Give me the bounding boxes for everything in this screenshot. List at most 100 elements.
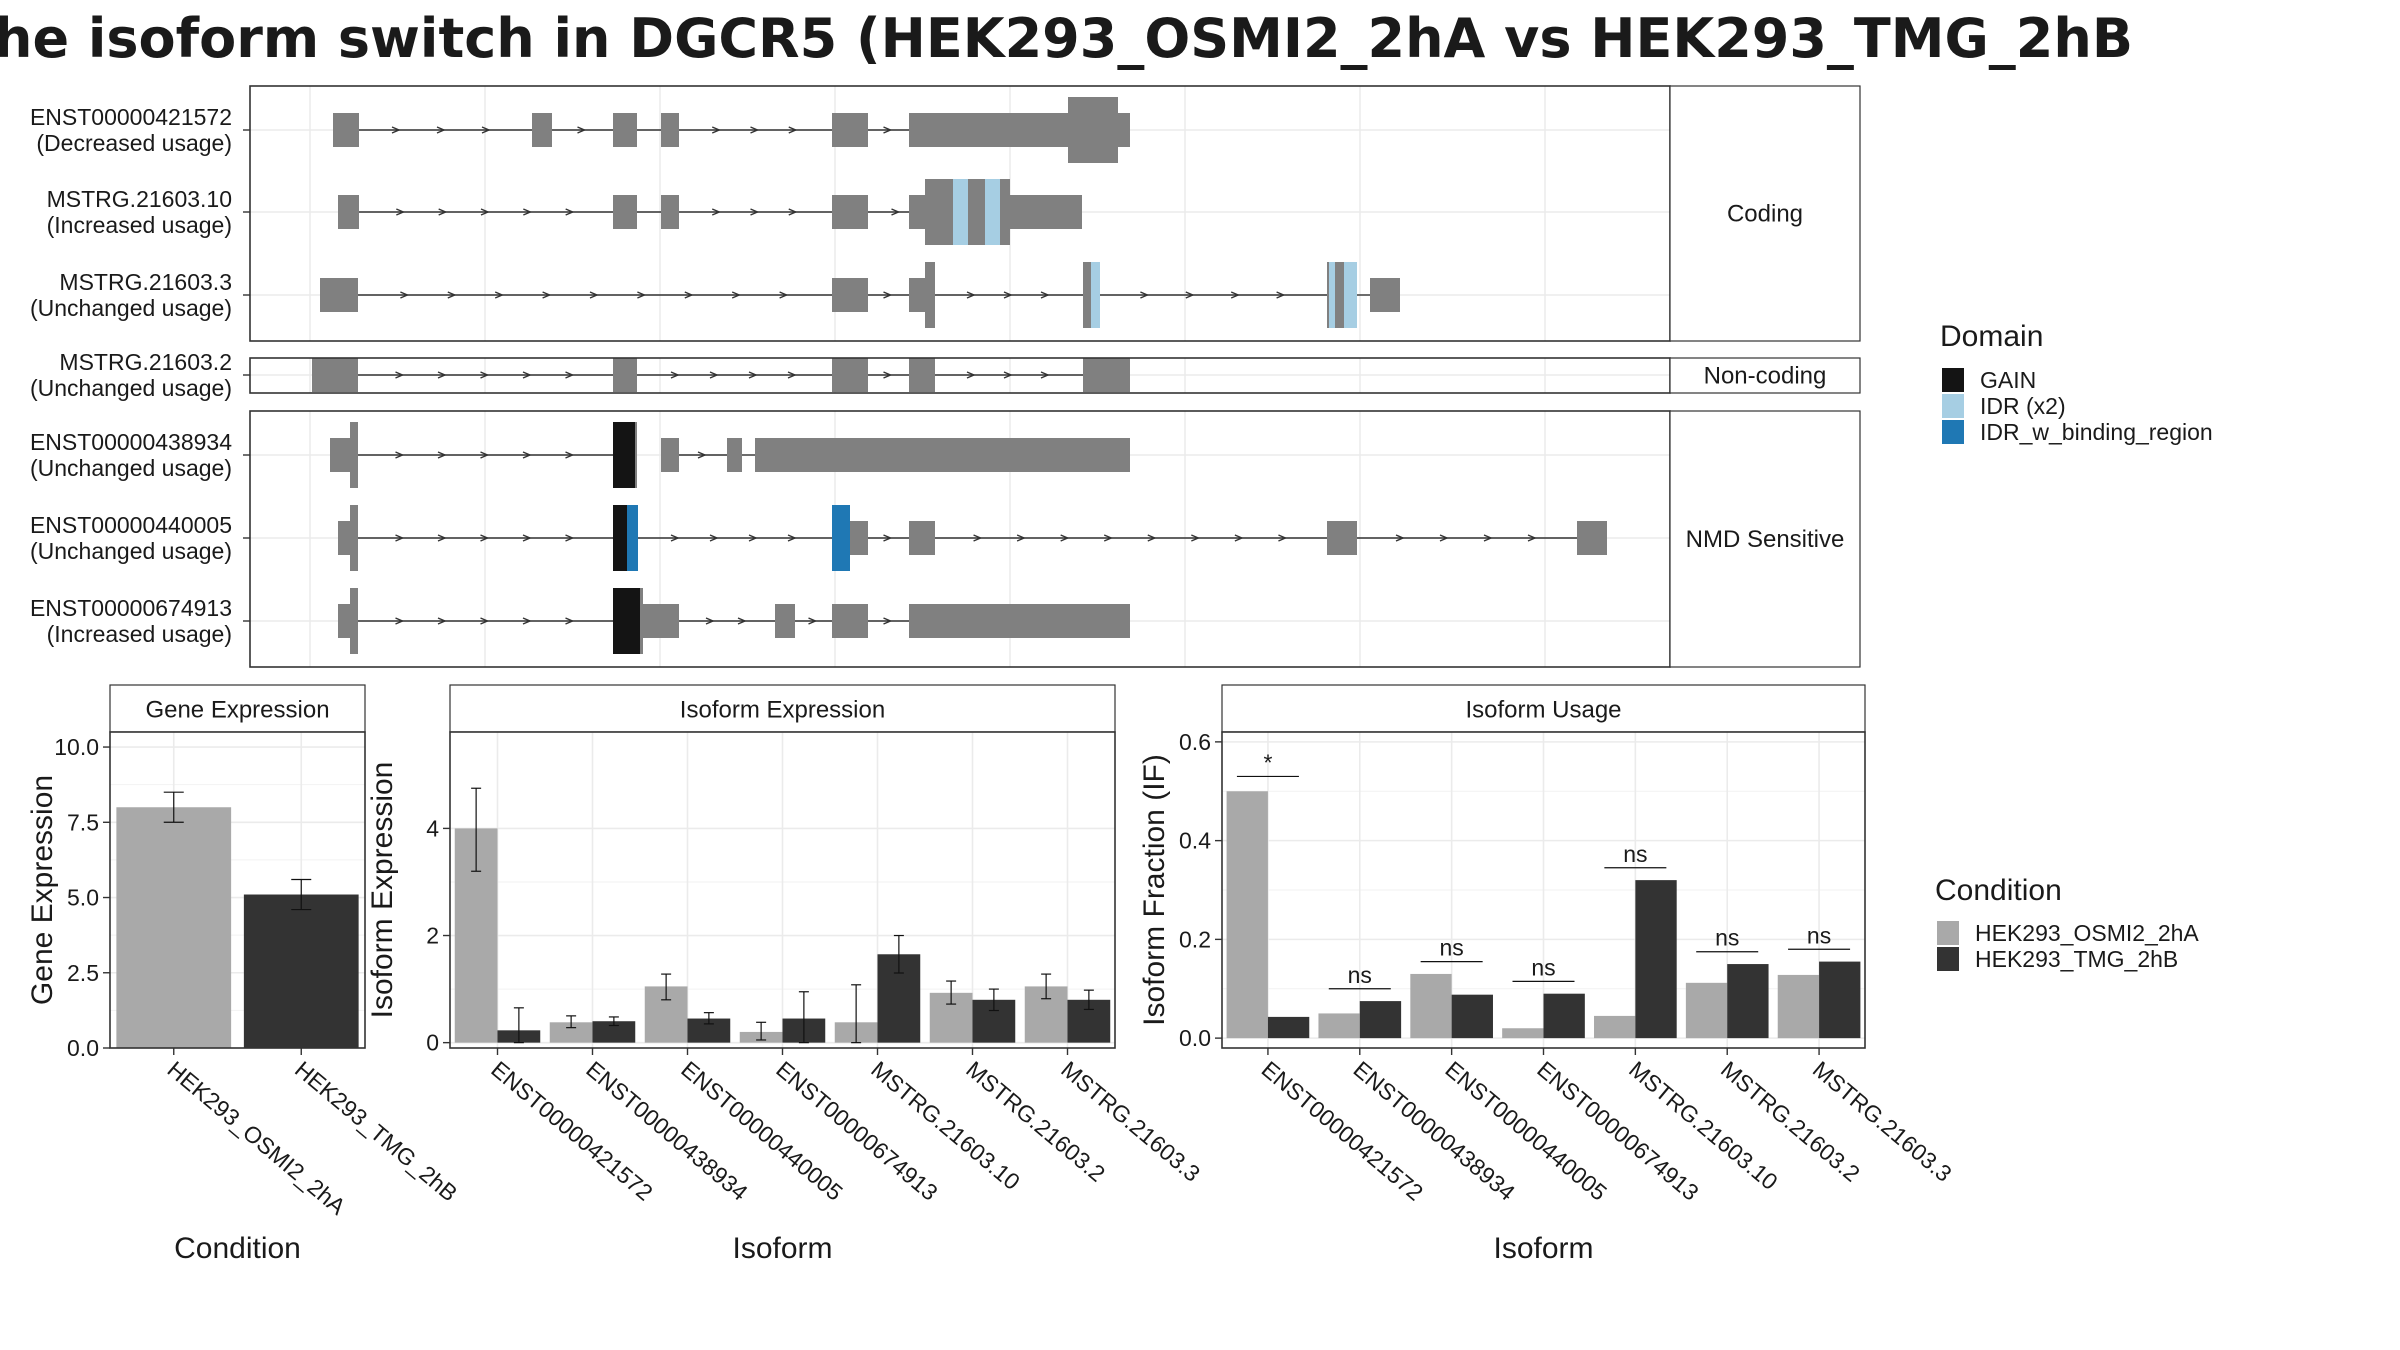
exon-block xyxy=(635,422,637,488)
bar-HEK293_TMG_2hB-ENST00000438934 xyxy=(592,1021,636,1043)
transcript-usage-label: (Unchanged usage) xyxy=(30,375,232,401)
panel-strip-label: Isoform Expression xyxy=(680,697,885,724)
intron-arrow xyxy=(779,291,789,299)
panel-strip-label: Isoform Usage xyxy=(1465,697,1621,724)
exon-block xyxy=(333,113,359,147)
exon-block xyxy=(613,358,637,392)
bar-HEK293_TMG_2hB-MSTRG.21603.2 xyxy=(1727,964,1769,1039)
structure-facet-coding: ENST00000421572(Decreased usage) MSTRG.21… xyxy=(30,85,1861,342)
exon-block xyxy=(909,113,1068,147)
exon-block xyxy=(312,358,358,392)
intron-arrow xyxy=(808,617,818,625)
condition-legend-swatch xyxy=(1937,947,1959,971)
y-tick-label: 4 xyxy=(426,815,439,841)
intron-arrow xyxy=(480,617,490,625)
transcript-usage-label: (Increased usage) xyxy=(47,212,232,238)
intron-arrow xyxy=(711,126,722,134)
exon-block xyxy=(909,358,935,392)
intron-arrow xyxy=(480,534,490,542)
facet-strip xyxy=(1669,357,1861,394)
y-tick-label: 0.2 xyxy=(1179,926,1211,952)
transcript-usage-label: (Decreased usage) xyxy=(36,130,232,156)
exon-block xyxy=(832,358,868,392)
intron-arrow xyxy=(1003,371,1013,379)
intron-arrow xyxy=(522,534,532,542)
condition-legend-title: Condition xyxy=(1935,874,2062,907)
intron-arrow xyxy=(883,534,893,542)
exon-block xyxy=(613,195,637,229)
exon-block xyxy=(727,438,742,472)
gene-expression-panel: Gene Expression0.02.55.07.510.0HEK293_OS… xyxy=(26,684,462,1265)
exon-block xyxy=(909,521,935,555)
intron-arrow xyxy=(1147,534,1157,542)
exon-block xyxy=(832,278,868,312)
condition-legend-swatch xyxy=(1937,921,1959,945)
transcript-id-label: ENST00000421572 xyxy=(30,104,232,130)
exon-block xyxy=(909,278,925,312)
exon-block xyxy=(755,438,1130,472)
intron-arrow xyxy=(1185,291,1195,299)
exon-block xyxy=(775,604,795,638)
intron-arrow xyxy=(709,534,719,542)
exon-block xyxy=(832,195,868,229)
intron-arrow xyxy=(788,208,798,216)
structure-facet-non-coding: MSTRG.21603.2(Unchanged usage) Non-coding xyxy=(30,349,1861,401)
exon-block xyxy=(1010,195,1082,229)
bar-HEK293_OSMI2_2hA-ENST00000438934 xyxy=(1318,1013,1360,1039)
intron-arrow xyxy=(438,208,448,216)
exon-block xyxy=(832,113,868,147)
bar-HEK293_OSMI2_2hA-ENST00000674913 xyxy=(1502,1028,1544,1039)
intron-arrow xyxy=(391,126,401,134)
domain-legend-label: IDR (x2) xyxy=(1980,393,2066,419)
significance-label: ns xyxy=(1807,922,1831,948)
transcript-id-label: MSTRG.21603.10 xyxy=(47,186,232,212)
y-axis-label: Gene Expression xyxy=(26,775,59,1005)
condition-legend-label: HEK293_TMG_2hB xyxy=(1975,946,2178,972)
exon-block xyxy=(1083,358,1130,392)
bar-HEK293_TMG_2hB-MSTRG.21603.3 xyxy=(1819,961,1861,1039)
intron-arrow xyxy=(750,126,760,134)
intron-arrow xyxy=(437,534,447,542)
intron-arrow xyxy=(577,126,587,134)
domain-block xyxy=(613,505,627,571)
transcript-ENST00000438934 xyxy=(330,422,1130,488)
domain-block xyxy=(1329,262,1335,328)
intron-arrow xyxy=(1234,534,1244,542)
intron-arrow xyxy=(396,208,406,216)
y-tick-label: 2.5 xyxy=(67,960,99,986)
intron-arrow xyxy=(1483,534,1493,542)
intron-arrow xyxy=(565,451,575,459)
structure-facet-nmd-sensitive: ENST00000438934(Unchanged usage)ENST0000… xyxy=(30,410,1861,668)
intron-arrow xyxy=(481,126,491,134)
intron-arrow xyxy=(494,291,504,299)
y-tick-label: 0.6 xyxy=(1179,729,1211,755)
bar-HEK293_OSMI2_2hA-MSTRG.21603.10 xyxy=(1594,1015,1636,1039)
intron-arrow xyxy=(1103,534,1113,542)
domain-legend-swatch xyxy=(1942,368,1964,392)
intron-arrow xyxy=(565,371,575,379)
exon-block xyxy=(1577,521,1607,555)
transcript-id-label: MSTRG.21603.3 xyxy=(59,269,232,295)
intron-arrow xyxy=(1140,291,1150,299)
bar-HEK293_TMG_2hB-ENST00000421572 xyxy=(1267,1016,1310,1039)
y-tick-label: 0.4 xyxy=(1179,828,1211,854)
intron-arrow xyxy=(1040,291,1050,299)
intron-arrow xyxy=(1230,291,1240,299)
intron-arrow xyxy=(966,371,976,379)
facet-strip-label: NMD Sensitive xyxy=(1686,526,1845,553)
intron-arrow xyxy=(522,617,532,625)
intron-arrow xyxy=(400,291,410,299)
y-tick-label: 7.5 xyxy=(67,809,99,835)
domain-block xyxy=(1344,262,1357,328)
panel-strip xyxy=(109,684,366,733)
intron-arrow xyxy=(395,371,405,379)
y-tick-label: 0 xyxy=(426,1030,439,1056)
transcript-usage-label: (Unchanged usage) xyxy=(30,295,232,321)
intron-arrow xyxy=(705,617,715,625)
exon-block xyxy=(338,521,350,555)
exon-block xyxy=(850,521,868,555)
panel-strip xyxy=(1221,684,1866,733)
bar-HEK293_OSMI2_2hA-ENST00000438934 xyxy=(549,1022,593,1043)
exon-block xyxy=(338,604,350,638)
